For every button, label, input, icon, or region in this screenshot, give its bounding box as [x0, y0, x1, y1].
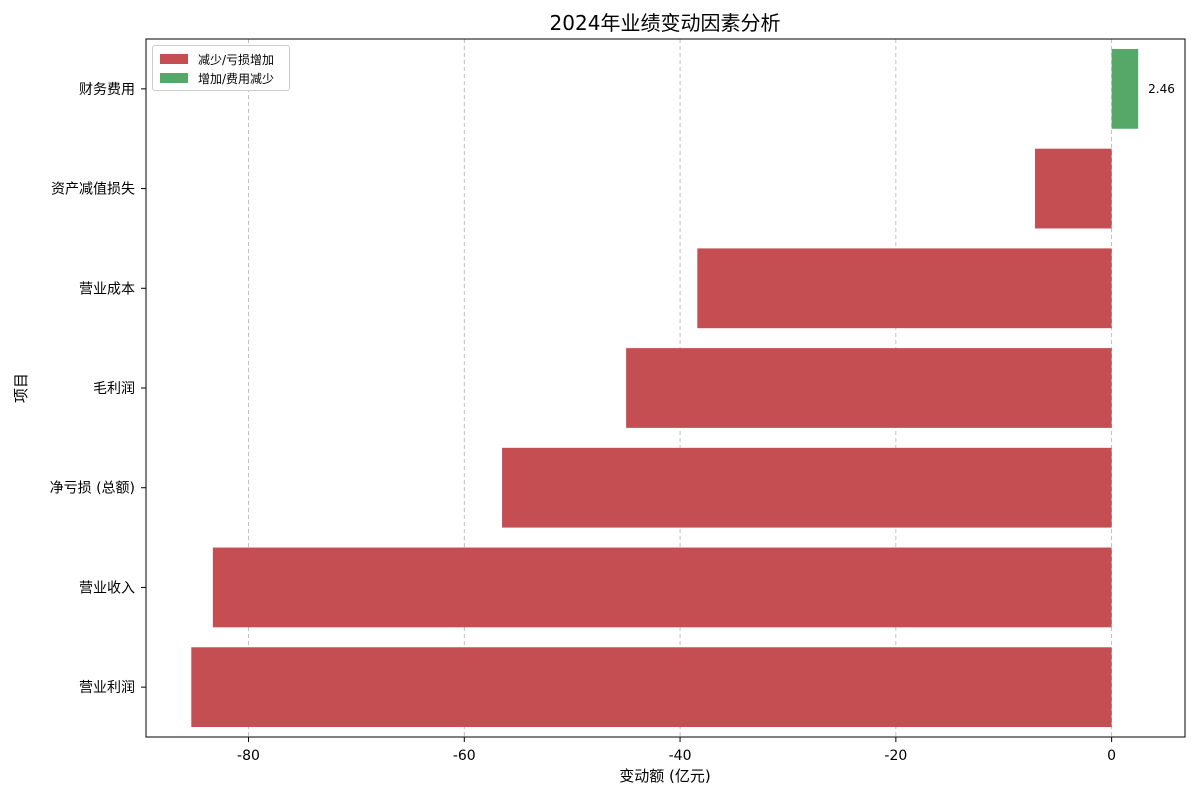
x-axis-label: 变动额 (亿元): [619, 767, 710, 785]
x-tick-label: 0: [1107, 748, 1116, 764]
bar: [1035, 148, 1112, 229]
x-tick-label: -20: [884, 748, 907, 764]
y-axis-label: 项目: [12, 373, 30, 403]
legend-swatch-decrease: [160, 54, 188, 64]
bar: [502, 447, 1112, 528]
legend-label-increase: 增加/费用减少: [198, 71, 275, 86]
bar: [1111, 48, 1139, 129]
bar: [212, 547, 1112, 628]
y-tick-label: 毛利润: [93, 381, 135, 397]
y-tick-label: 营业成本: [79, 281, 135, 297]
x-tick-label: -40: [669, 748, 692, 764]
bar: [626, 348, 1112, 428]
legend-swatch-increase: [160, 73, 188, 83]
bar: [191, 647, 1112, 728]
x-axis: -80 -60 -40 -20 0: [237, 737, 1116, 764]
legend: 减少/亏损增加 增加/费用减少: [152, 45, 290, 91]
x-tick-label: -60: [453, 748, 476, 764]
bar-data-label: 2.46: [1148, 82, 1175, 96]
bar: [697, 248, 1112, 329]
legend-item-decrease: 减少/亏损增加: [160, 51, 274, 67]
y-tick-label: 营业收入: [79, 580, 135, 596]
legend-item-increase: 增加/费用减少: [160, 70, 274, 86]
y-tick-label: 财务费用: [79, 82, 135, 98]
legend-label-decrease: 减少/亏损增加: [198, 52, 275, 67]
y-tick-label: 净亏损 (总额): [50, 481, 135, 497]
y-tick-label: 营业利润: [79, 680, 135, 696]
chart-title: 2024年业绩变动因素分析: [550, 11, 781, 35]
x-tick-label: -80: [237, 748, 260, 764]
y-tick-label: 资产减值损失: [51, 182, 135, 198]
bars-layer: 2.46: [191, 48, 1175, 728]
